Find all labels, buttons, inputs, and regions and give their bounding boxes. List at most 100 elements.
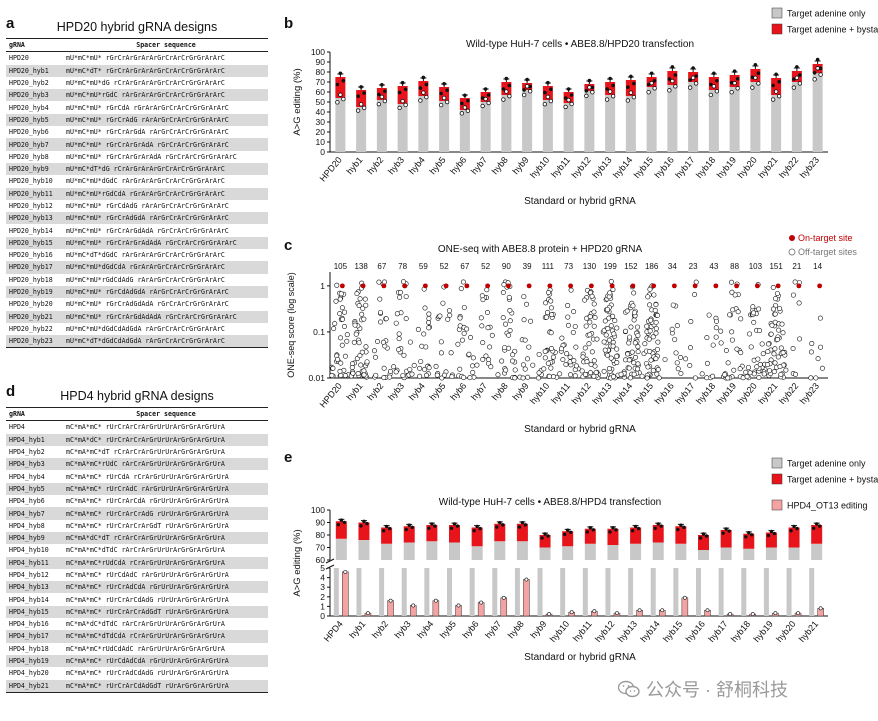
replicate-point [564,105,568,109]
off-target-point [683,357,687,361]
replicate-point [453,522,456,525]
replicate-point [751,86,755,90]
replicate-point [626,99,630,103]
replicate-point [816,58,820,62]
bar-target-only [730,87,740,152]
off-target-point [748,371,752,375]
site-count-label: 186 [645,262,659,271]
x-tick-label: hyb12 [593,619,616,644]
bar-target-only [398,104,408,152]
off-target-point [655,313,659,317]
off-target-point [647,337,651,341]
replicate-point [767,534,770,537]
on-target-point [755,283,760,288]
bar-target-only-continued [741,568,746,616]
spacer-sequence: mC*mA*mC* rUrCrArCdA rGrUrUrArGrGrArGrUr… [64,497,268,505]
off-target-point [654,320,658,324]
off-target-point [485,310,489,314]
y-tick-label: 90 [316,57,326,67]
grna-name: HPD4_hyb7 [6,510,64,518]
replicate-point [466,99,470,103]
replicate-point [593,610,596,613]
replicate-point [650,71,654,75]
y-tick-label: 4 [320,573,325,583]
bar-target-only-continued [696,568,701,616]
bar-target-only [377,100,387,152]
grna-name: HPD20_hyb7 [6,141,64,149]
replicate-point [336,101,340,105]
replicate-point [631,529,634,532]
on-target-point [340,283,345,288]
table-row: HPD4_hyb6 mC*mA*mC* rUrCrArCdA rGrUrUrArG… [6,495,268,507]
replicate-point [498,521,501,524]
grna-name: HPD20_hyb13 [6,214,64,222]
replicate-point [679,523,682,526]
replicate-point [754,63,758,67]
replicate-point [460,112,464,116]
legend-bystander-swatch [772,24,782,34]
replicate-point [487,101,491,105]
table-row: HPD4_hyb10 mC*mA*mC*dTdC rArCrArGrUrUrArG… [6,544,268,556]
off-target-point [623,329,627,333]
replicate-point [796,612,799,615]
bar-target-only [481,102,491,152]
grna-name: HPD20_hyb11 [6,190,64,198]
replicate-point [522,93,526,97]
grna-name: HPD4_hyb1 [6,436,64,444]
replicate-point [815,522,818,525]
grna-name: HPD4_hyb10 [6,546,64,554]
off-target-point [381,340,385,344]
replicate-point [668,89,672,93]
replicate-point [712,84,716,88]
bar-target-only [709,90,719,152]
replicate-point [433,524,436,527]
off-target-point [489,365,493,369]
on-target-point [464,283,469,288]
spacer-sequence: mC*mA*mC*rUdC rArCrArGrUrUrArGrGrArGrUrA [64,460,268,468]
off-target-point [375,339,379,343]
off-target-point [670,327,674,331]
off-target-point [671,303,675,307]
replicate-point [733,69,737,73]
off-target-point [461,280,465,284]
off-target-point [508,308,512,312]
off-target-point [384,317,388,321]
on-target-point [734,283,739,288]
replicate-point [709,93,713,97]
x-tick-label: hyb4 [407,381,427,402]
x-tick-label: hyb16 [652,381,675,406]
off-target-point [766,342,770,346]
replicate-point [789,529,792,532]
off-target-point [460,338,464,342]
replicate-point [342,79,346,83]
off-target-point [651,368,655,372]
off-target-point [513,368,517,372]
off-target-point [592,302,596,306]
x-tick-label: hyb17 [706,619,729,644]
site-count-label: 111 [542,262,555,271]
replicate-point [819,607,822,610]
off-target-point [343,354,347,358]
replicate-point [380,83,384,87]
replicate-point [430,522,433,525]
off-target-point [678,355,682,359]
x-tick-label: hyb3 [386,381,406,402]
off-target-point [609,279,613,283]
bar-target-only-continued [628,568,633,616]
off-target-point [335,357,339,361]
y-axis-label: A>G editing (%) [292,68,303,135]
chart-c-one-seq: ONE-seq with ABE8.8 protein + HPD20 gRNA… [280,232,878,444]
legend-ot13-swatch [772,500,782,510]
off-target-point [582,298,586,302]
site-count-label: 59 [419,262,428,271]
replicate-point [543,102,547,106]
replicate-point [654,527,657,530]
replicate-point [629,75,633,79]
y-tick-label: 100 [311,505,325,515]
grna-name: HPD20_hyb14 [6,227,64,235]
off-target-point [521,363,525,367]
replicate-point [404,88,408,92]
x-tick-label: hyb13 [616,619,639,644]
replicate-point [472,529,475,532]
replicate-point [715,79,719,83]
